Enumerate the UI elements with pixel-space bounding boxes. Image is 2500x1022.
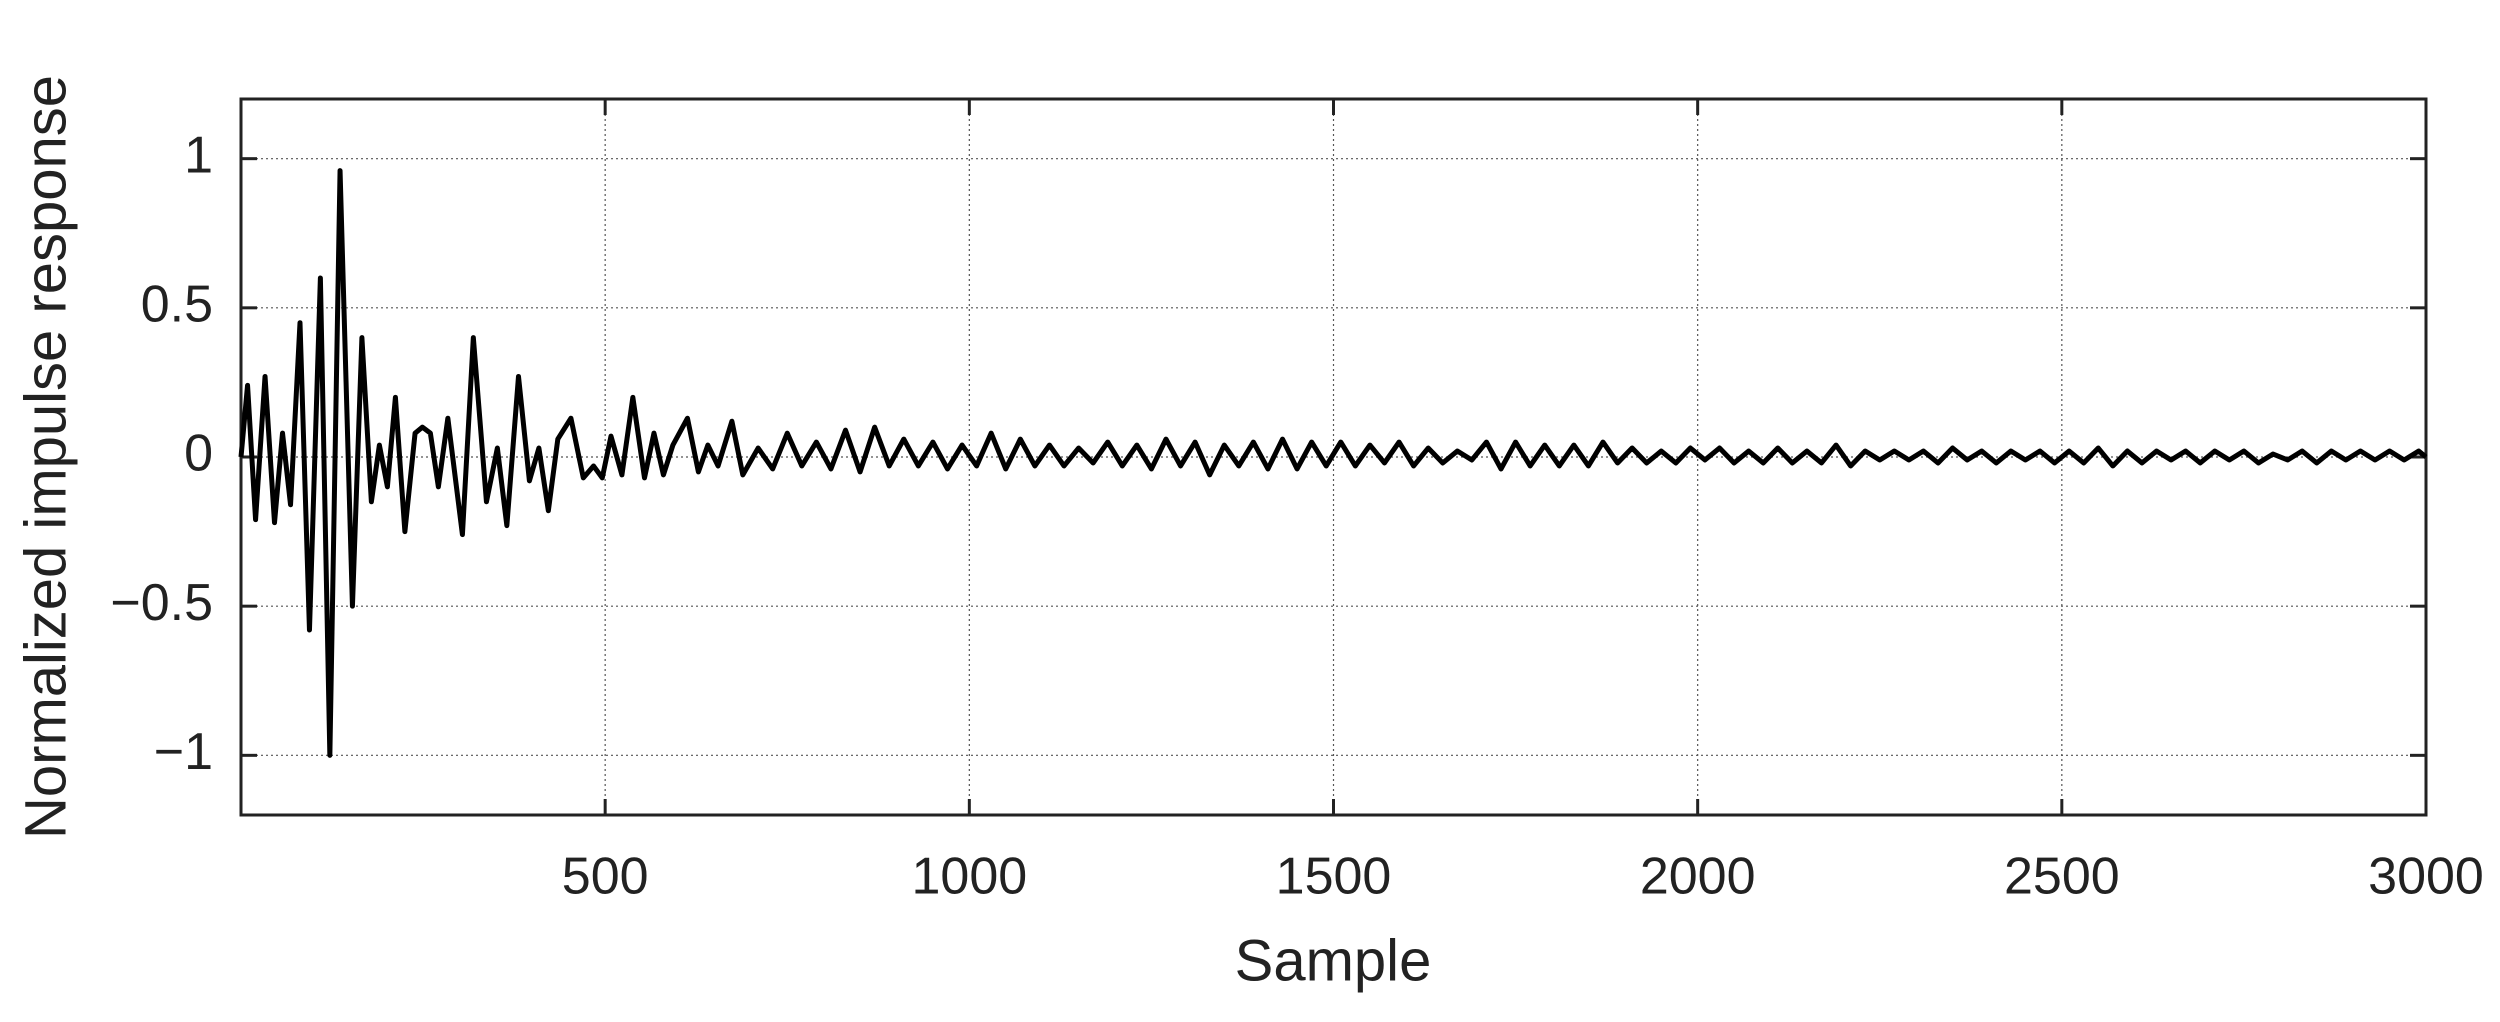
x-axis-label: Sample [1235, 928, 1432, 993]
x-tick-label: 1000 [911, 848, 1027, 906]
y-tick-label: −1 [154, 723, 213, 781]
y-tick-label: 0 [184, 425, 213, 483]
y-tick-label: −0.5 [110, 574, 213, 632]
x-tick-label: 1500 [1276, 848, 1392, 906]
x-tick-label: 3000 [2368, 848, 2484, 906]
y-axis-label: Normalized impulse response [13, 75, 78, 839]
x-tick-label: 2000 [1640, 848, 1756, 906]
x-tick-label: 500 [562, 848, 649, 906]
series-line [238, 168, 2428, 758]
x-tick-label: 2500 [2004, 848, 2120, 906]
y-tick-label: 0.5 [141, 276, 213, 334]
y-tick-label: 1 [184, 126, 213, 184]
